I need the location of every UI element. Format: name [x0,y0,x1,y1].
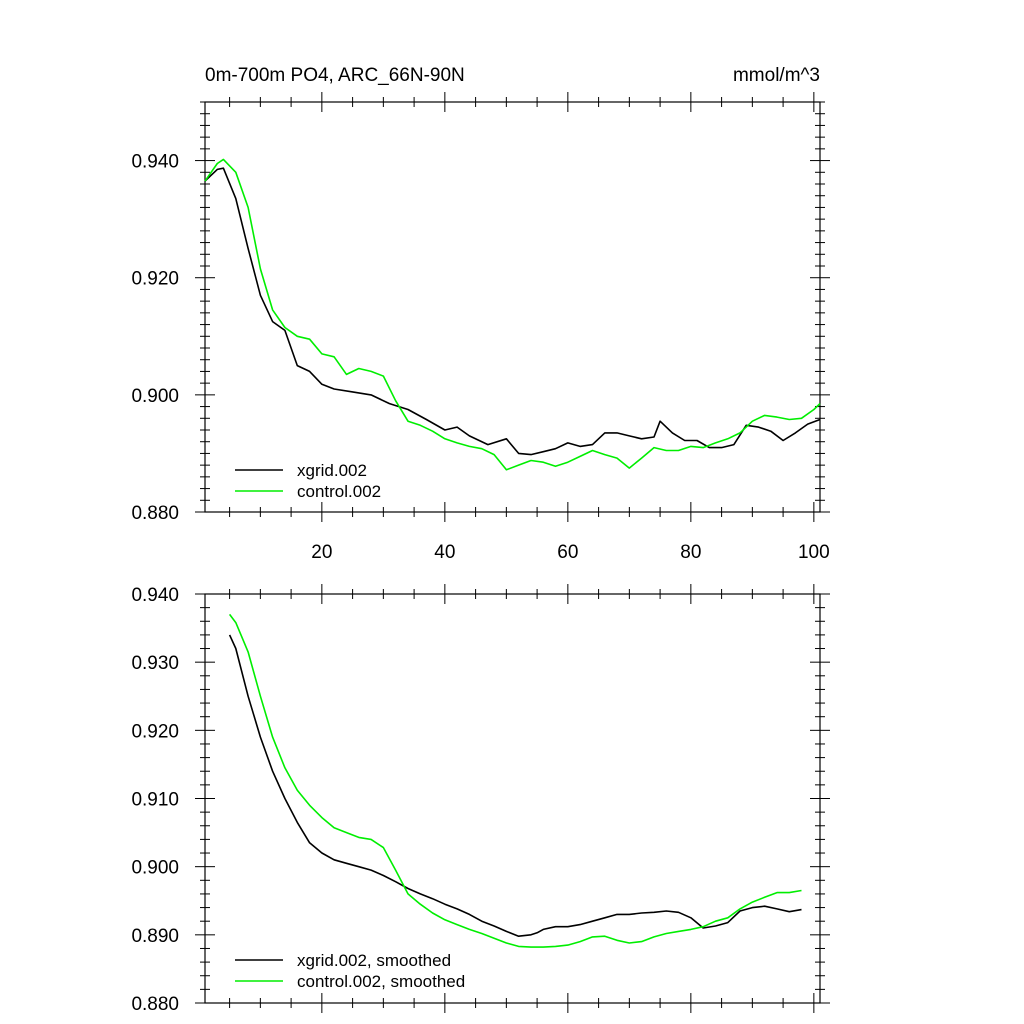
y-tick-label: 0.920 [131,721,179,742]
plot-frame [204,593,821,1004]
x-tick-label: 100 [798,542,830,563]
y-tick-label: 0.900 [131,858,179,879]
y-tick-label: 0.890 [131,926,179,947]
y-tick-label: 0.900 [131,386,179,407]
y-tick-label: 0.920 [131,269,179,290]
legend-label: xgrid.002, smoothed [297,951,451,970]
x-tick-label: 60 [557,542,578,563]
y-tick-label: 0.940 [131,585,179,606]
x-tick-label: 80 [680,542,701,563]
series-line-xgrid [204,167,821,456]
units-label: mmol/m^3 [733,65,820,86]
y-tick-label: 0.880 [131,503,179,524]
x-tick-label: 20 [311,542,332,563]
plot-frame [204,101,821,513]
y-tick-label: 0.880 [131,994,179,1015]
series-line-control [204,158,821,471]
x-tick-label: 40 [434,542,455,563]
chart-title: 0m-700m PO4, ARC_66N-90N [205,65,465,86]
y-tick-label: 0.940 [131,152,179,173]
series-line-control [228,613,802,948]
chart-panel-top: 0.880 0.900 0.920 0.940 20 40 60 80 100 0m-700m P… [131,65,830,563]
series-line-xgrid [228,634,802,938]
y-tick-label: 0.910 [131,790,179,811]
legend-label: control.002, smoothed [297,972,465,991]
legend-label: xgrid.002 [297,461,367,480]
y-tick-label: 0.930 [131,653,179,674]
chart-panel-bottom: 0.880 0.890 0.900 0.910 0.920 0.930 0.940 xgrid… [131,584,830,1015]
legend-label: control.002 [297,482,381,501]
